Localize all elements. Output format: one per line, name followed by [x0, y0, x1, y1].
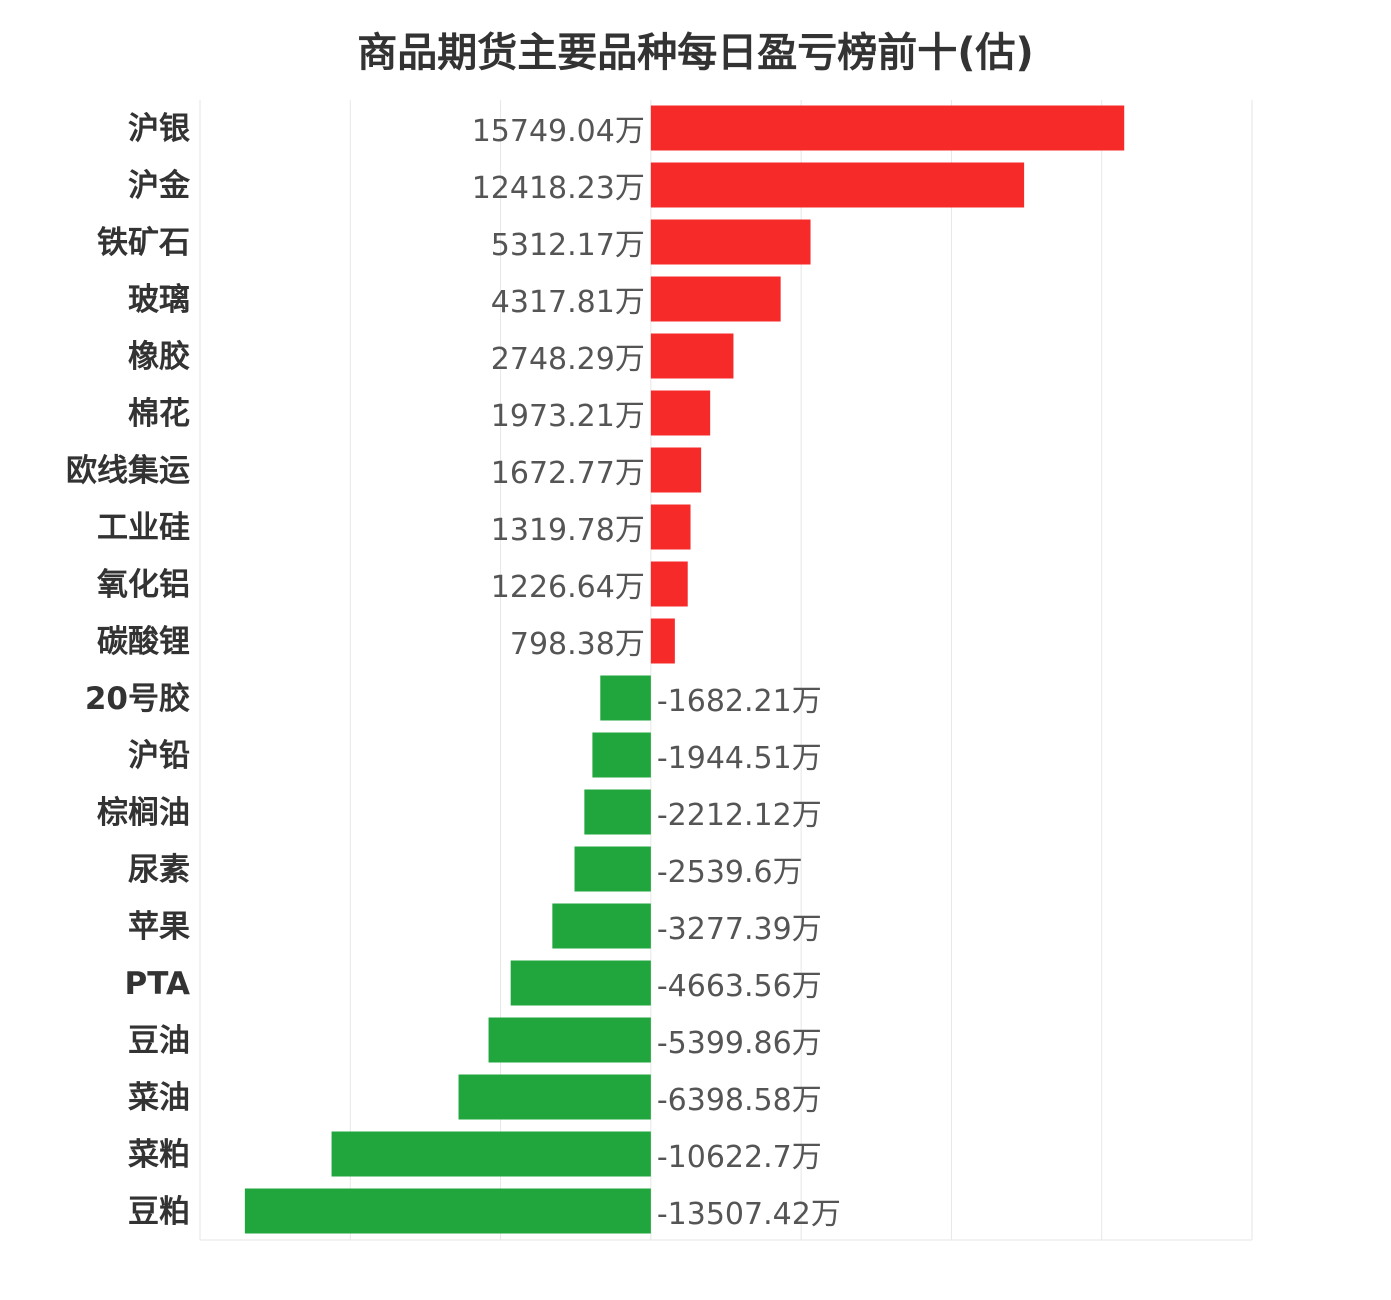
value-label: -1682.21万 — [657, 684, 822, 719]
category-label: 工业硅 — [97, 510, 190, 546]
value-label: -13507.42万 — [657, 1197, 841, 1232]
value-label: 12418.23万 — [472, 171, 645, 206]
grid-lines — [199, 100, 1253, 1241]
bar — [650, 504, 691, 550]
category-label: 菜油 — [128, 1080, 190, 1116]
value-label: 1226.64万 — [491, 570, 645, 605]
category-label: 橡胶 — [128, 339, 190, 375]
value-label: 1672.77万 — [491, 456, 645, 491]
value-label: -1944.51万 — [657, 741, 822, 776]
bar — [650, 618, 675, 664]
category-label: 欧线集运 — [66, 453, 190, 489]
bar — [650, 105, 1125, 151]
category-label: 尿素 — [128, 852, 190, 888]
category-label: 豆粕 — [128, 1194, 190, 1230]
category-label: 棕榈油 — [97, 795, 190, 831]
value-label: 4317.81万 — [491, 285, 645, 320]
bar — [650, 162, 1025, 208]
category-label: 玻璃 — [128, 282, 190, 318]
bar — [650, 561, 688, 607]
bar — [574, 846, 651, 892]
value-label: 5312.17万 — [491, 228, 645, 263]
value-label: -2539.6万 — [657, 855, 803, 890]
category-label: 碳酸锂 — [97, 624, 190, 660]
bar — [244, 1188, 651, 1234]
bar — [458, 1074, 651, 1120]
bar — [650, 390, 711, 436]
bar — [510, 960, 651, 1006]
value-label: -10622.7万 — [657, 1140, 822, 1175]
category-label: 沪银 — [128, 111, 190, 147]
category-label: 沪铅 — [128, 738, 190, 774]
bar — [600, 675, 651, 721]
value-label: -4663.56万 — [657, 969, 822, 1004]
bar — [650, 447, 702, 493]
bar — [552, 903, 651, 949]
value-label: -6398.58万 — [657, 1083, 822, 1118]
chart-title: 商品期货主要品种每日盈亏榜前十(估) — [357, 30, 1034, 76]
value-label: -3277.39万 — [657, 912, 822, 947]
value-label: 1973.21万 — [491, 399, 645, 434]
value-label: 2748.29万 — [491, 342, 645, 377]
bar — [331, 1131, 651, 1177]
value-label: 1319.78万 — [491, 513, 645, 548]
bar — [650, 333, 734, 379]
bar — [650, 276, 781, 322]
category-label: 菜粕 — [128, 1137, 190, 1173]
category-label: 20号胶 — [85, 681, 190, 717]
category-label: 氧化铝 — [97, 567, 190, 603]
category-label: PTA — [125, 966, 190, 1002]
bar — [584, 789, 651, 835]
value-label: -5399.86万 — [657, 1026, 822, 1061]
category-label: 棉花 — [128, 396, 190, 432]
category-label: 苹果 — [128, 909, 190, 945]
value-label: 798.38万 — [510, 627, 645, 662]
category-label: 沪金 — [128, 168, 191, 204]
category-label: 豆油 — [128, 1023, 190, 1059]
bars — [244, 105, 1125, 1234]
value-label: 15749.04万 — [472, 114, 645, 149]
value-label: -2212.12万 — [657, 798, 822, 833]
bar — [488, 1017, 651, 1063]
bar — [592, 732, 651, 778]
bar — [650, 219, 811, 265]
category-label: 铁矿石 — [97, 225, 190, 261]
